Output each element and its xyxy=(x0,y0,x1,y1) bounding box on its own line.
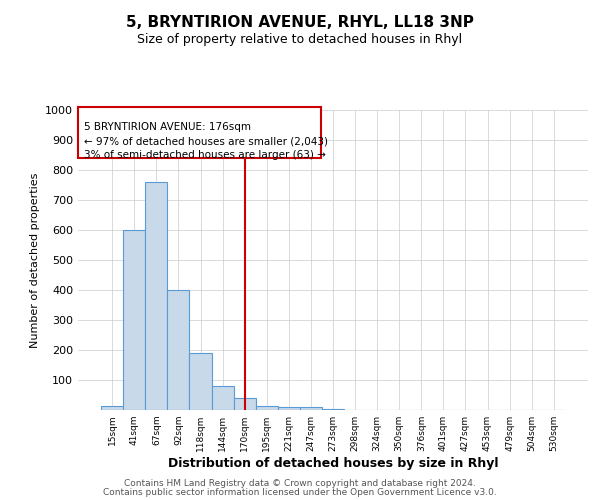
Bar xyxy=(145,182,167,410)
Bar xyxy=(167,290,190,410)
Y-axis label: Number of detached properties: Number of detached properties xyxy=(29,172,40,348)
Bar xyxy=(256,406,278,410)
Text: Contains public sector information licensed under the Open Government Licence v3: Contains public sector information licen… xyxy=(103,488,497,497)
Text: ← 97% of detached houses are smaller (2,043): ← 97% of detached houses are smaller (2,… xyxy=(84,137,328,147)
Text: 3% of semi-detached houses are larger (63) →: 3% of semi-detached houses are larger (6… xyxy=(84,150,326,160)
Bar xyxy=(101,406,123,410)
Bar xyxy=(190,353,212,410)
Bar xyxy=(278,407,300,410)
Bar xyxy=(233,398,256,410)
Bar xyxy=(123,230,145,410)
Text: Contains HM Land Registry data © Crown copyright and database right 2024.: Contains HM Land Registry data © Crown c… xyxy=(124,478,476,488)
Bar xyxy=(212,386,233,410)
Text: 5, BRYNTIRION AVENUE, RHYL, LL18 3NP: 5, BRYNTIRION AVENUE, RHYL, LL18 3NP xyxy=(126,15,474,30)
Text: 5 BRYNTIRION AVENUE: 176sqm: 5 BRYNTIRION AVENUE: 176sqm xyxy=(84,122,251,132)
Text: Size of property relative to detached houses in Rhyl: Size of property relative to detached ho… xyxy=(137,32,463,46)
Bar xyxy=(322,408,344,410)
X-axis label: Distribution of detached houses by size in Rhyl: Distribution of detached houses by size … xyxy=(168,457,498,470)
Bar xyxy=(300,407,322,410)
